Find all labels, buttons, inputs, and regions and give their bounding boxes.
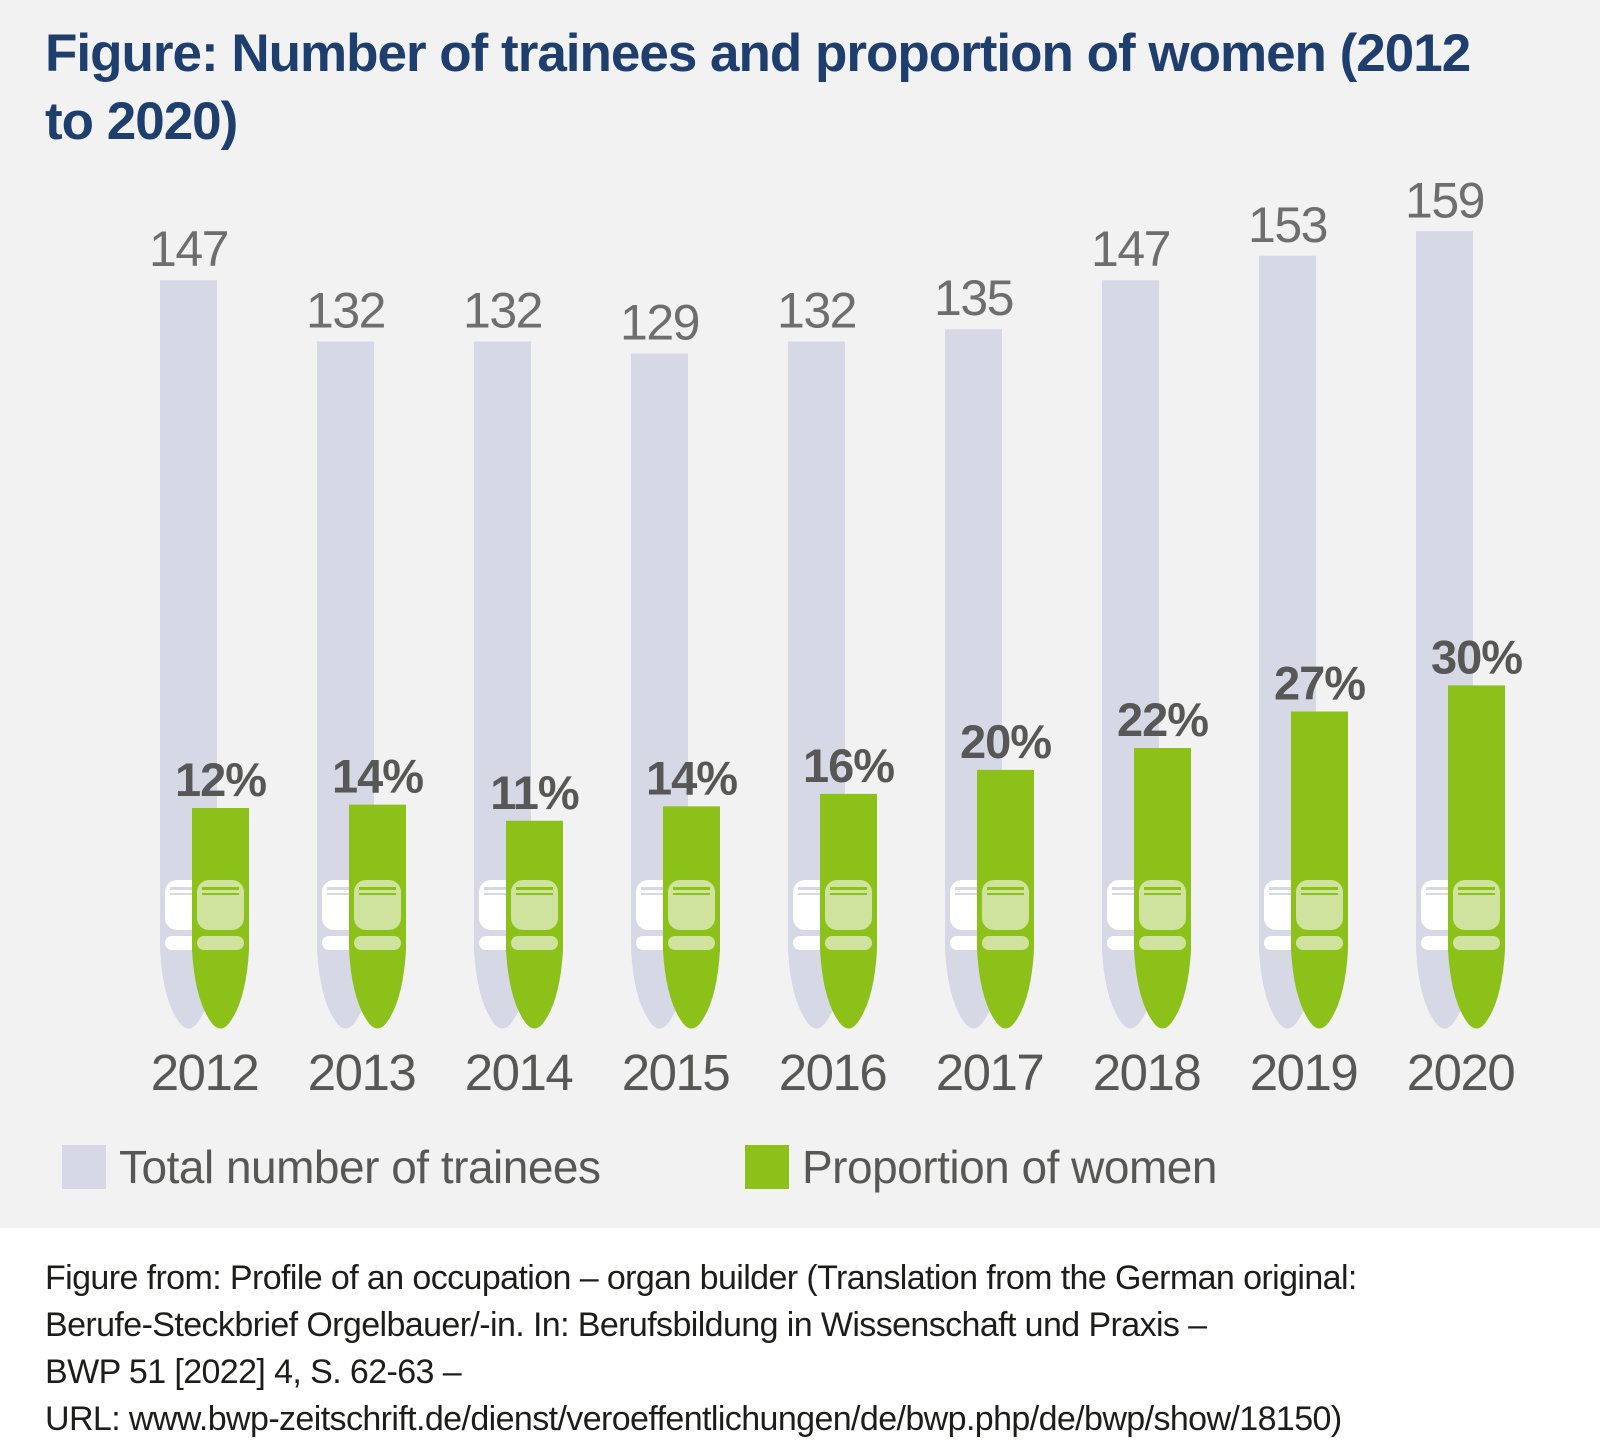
total-value-label: 132 [306, 282, 385, 338]
percent-value-label: 14% [332, 750, 423, 803]
pipe-mouth [982, 880, 1029, 930]
percent-value-label: 27% [1274, 656, 1365, 709]
pipe-mouth-stripe [1426, 887, 1463, 890]
total-value-label: 129 [620, 295, 699, 351]
pipe-mouth-stripe [359, 893, 396, 895]
pipe-mouth-stripe [1458, 893, 1495, 895]
source-line-4: URL: www.bwp-zeitschrift.de/dienst/veroe… [45, 1400, 1342, 1438]
pipe-mouth-stripe [516, 893, 553, 895]
pipe-mouth-stripe [987, 893, 1024, 895]
pipe-mouth-stripe [1144, 887, 1181, 890]
total-value-label: 159 [1405, 172, 1484, 228]
pipe-mouth-band [354, 936, 401, 950]
pipe-mouth-stripe [830, 893, 867, 895]
pipe-mouth [197, 880, 244, 930]
pipe-mouth-stripe [955, 887, 992, 890]
pipe-mouth-stripe [516, 887, 553, 890]
pipe-mouth-stripe [327, 893, 364, 895]
pipe-mouth-stripe [955, 893, 992, 895]
percent-value-label: 22% [1117, 693, 1208, 746]
pipe-mouth-stripe [202, 893, 239, 895]
pipe-mouth-stripe [830, 887, 867, 890]
pipe-mouth-stripe [1458, 887, 1495, 890]
pipe-mouth-stripe [673, 887, 710, 890]
year-label: 2012 [151, 1044, 258, 1101]
total-value-label: 135 [934, 270, 1013, 326]
pipe-mouth [1296, 880, 1343, 930]
pipe-mouth-stripe [1269, 893, 1306, 895]
pipe-mouth-stripe [798, 893, 835, 895]
pipe-mouth-band [1296, 936, 1343, 950]
pipe-mouth-stripe [1112, 893, 1149, 895]
pipe-mouth-stripe [484, 893, 521, 895]
total-value-label: 147 [149, 221, 228, 277]
pipe-mouth-band [511, 936, 558, 950]
pipe-mouth [354, 880, 401, 930]
pipe-mouth-band [982, 936, 1029, 950]
women-pipe [1448, 685, 1505, 1029]
percent-value-label: 14% [646, 751, 737, 804]
pipe-mouth-stripe [170, 893, 207, 895]
source-line-1: Figure from: Profile of an occupation – … [45, 1259, 1357, 1297]
total-value-label: 132 [777, 282, 856, 338]
source-citation: Figure from: Profile of an occupation – … [0, 1228, 1600, 1441]
percent-value-label: 20% [960, 715, 1051, 768]
pipe-mouth-stripe [673, 893, 710, 895]
pipe-mouth-stripe [1301, 893, 1338, 895]
pipe-mouth [1139, 880, 1186, 930]
source-line-3: BWP 51 [2022] 4, S. 62-63 – [45, 1353, 462, 1391]
pipe-mouth-stripe [987, 887, 1024, 890]
pipe-mouth-stripe [327, 887, 364, 890]
legend-label-total-trainees: Total number of trainees [119, 1141, 601, 1193]
pipe-mouth-stripe [484, 887, 521, 890]
pipe-mouth-stripe [798, 887, 835, 890]
percent-value-label: 12% [175, 753, 266, 806]
pipe-mouth-stripe [1269, 887, 1306, 890]
pipe-mouth [1453, 880, 1500, 930]
percent-value-label: 30% [1431, 630, 1522, 683]
year-label: 2013 [308, 1044, 416, 1101]
pipe-mouth-band [197, 936, 244, 950]
legend-item-proportion-women: Proportion of women [745, 1141, 1217, 1193]
pipe-mouth-stripe [1301, 887, 1338, 890]
total-value-label: 153 [1248, 197, 1327, 253]
pipe-mouth [511, 880, 558, 930]
total-value-label: 147 [1091, 221, 1170, 277]
pipe-mouth-stripe [359, 887, 396, 890]
pipe-mouth-band [825, 936, 872, 950]
pipe-mouth-band [1139, 936, 1186, 950]
chart-legend: Total number of trainees Proportion of w… [0, 1141, 1600, 1193]
source-footer: Figure from: Profile of an occupation – … [0, 1228, 1600, 1441]
legend-item-total-trainees: Total number of trainees [62, 1141, 601, 1193]
pipe-mouth-band [668, 936, 715, 950]
pipe-mouth-stripe [170, 887, 207, 890]
pipe-mouth [825, 880, 872, 930]
pipe-mouth-stripe [1426, 893, 1463, 895]
pipe-mouth-stripe [1112, 887, 1149, 890]
legend-swatch-proportion-women-icon [745, 1145, 789, 1189]
legend-swatch-total-trainees-icon [62, 1145, 106, 1189]
year-label: 2017 [936, 1044, 1043, 1101]
year-label: 2020 [1407, 1044, 1515, 1101]
percent-value-label: 16% [803, 739, 894, 792]
year-label: 2019 [1250, 1044, 1357, 1101]
year-label: 2015 [622, 1044, 730, 1101]
women-pipe [1291, 711, 1348, 1029]
pipe-mouth-stripe [641, 893, 678, 895]
year-label: 2018 [1093, 1044, 1201, 1101]
pipe-mouth-stripe [641, 887, 678, 890]
legend-label-proportion-women: Proportion of women [802, 1141, 1217, 1193]
pipe-mouth [668, 880, 715, 930]
pipe-mouth-stripe [1144, 893, 1181, 895]
pipe-mouth-band [1453, 936, 1500, 950]
pipe-mouth-stripe [202, 887, 239, 890]
total-value-label: 132 [463, 282, 542, 338]
figure-title: Figure: Number of trainees and proportio… [45, 24, 1471, 152]
organ-pipe-chart: 147 12% 2012 132 14% 2013 132 11% 2014 129 14% 2015… [149, 172, 1523, 1101]
year-label: 2014 [465, 1044, 573, 1101]
year-label: 2016 [779, 1044, 887, 1101]
source-line-2: Berufe-Steckbrief Orgelbauer/-in. In: Be… [45, 1306, 1207, 1344]
percent-value-label: 11% [490, 766, 579, 819]
